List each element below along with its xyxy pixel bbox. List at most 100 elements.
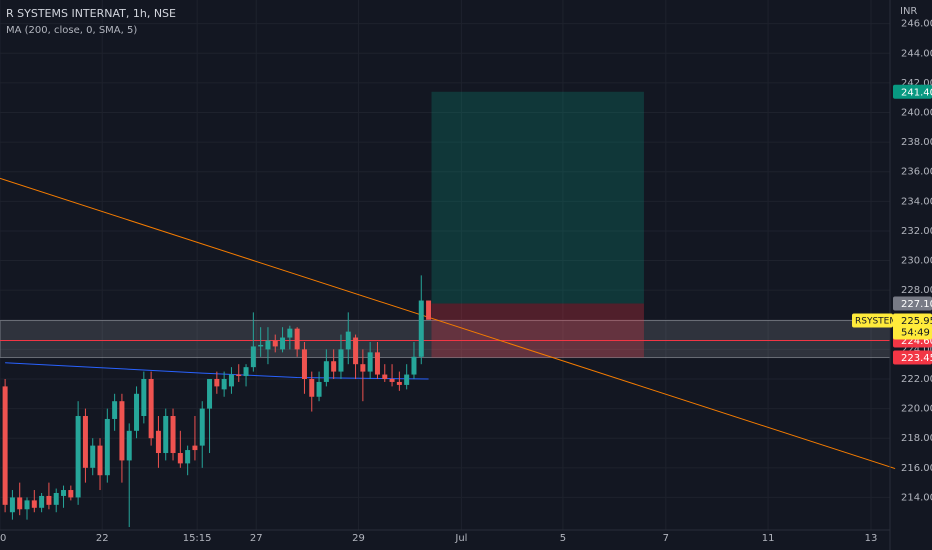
y-tick-label: 236.00: [901, 167, 932, 178]
candle-body: [338, 349, 344, 372]
candle-body: [228, 374, 234, 387]
x-tick-label: 0: [0, 533, 6, 544]
candle-body: [199, 408, 205, 446]
y-tick-label: 244.00: [901, 48, 932, 59]
y-tick-label: 228.00: [901, 285, 932, 296]
position-stop: [431, 303, 644, 358]
candle-body: [367, 352, 373, 372]
candle-body: [396, 381, 402, 385]
indicator-legend: MA (200, close, 0, SMA, 5): [6, 25, 137, 36]
candle-body: [345, 331, 351, 350]
price-label: 227.10: [901, 299, 932, 310]
y-tick-label: 218.00: [901, 433, 932, 444]
candle-body: [104, 418, 110, 476]
candle-body: [323, 361, 329, 382]
y-tick-label: 238.00: [901, 137, 932, 148]
candle-body: [353, 337, 359, 365]
x-tick-label: 5: [560, 533, 566, 544]
candle-body: [112, 401, 118, 419]
candle-body: [17, 497, 23, 510]
candle-body: [426, 300, 432, 320]
candle-body: [170, 416, 176, 454]
candle-body: [331, 361, 337, 372]
zone: [0, 320, 891, 359]
candle-body: [389, 378, 395, 382]
candle-body: [9, 497, 15, 513]
candle-body: [185, 450, 191, 464]
candle-body: [141, 378, 147, 417]
countdown: 54:49: [901, 328, 930, 339]
candle-body: [177, 453, 183, 464]
candle-body: [374, 352, 380, 375]
candle-body: [280, 337, 286, 350]
candle-body: [61, 490, 67, 496]
candle-body: [134, 393, 140, 431]
candle-body: [163, 416, 169, 454]
candle-body: [24, 500, 30, 510]
candle-body: [265, 340, 271, 350]
candle-body: [236, 374, 242, 377]
candle-body: [31, 500, 37, 508]
candle-body: [243, 367, 249, 377]
x-tick-label: 27: [250, 533, 263, 544]
candle-body: [309, 378, 315, 397]
candle-body: [411, 356, 417, 375]
y-tick-label: 242.00: [901, 78, 932, 89]
candle-body: [126, 430, 132, 461]
candle-body: [287, 328, 293, 338]
candle-body: [46, 495, 52, 505]
price-label-box: [893, 350, 932, 365]
y-tick-label: 234.00: [901, 196, 932, 207]
chart-title: R SYSTEMS INTERNAT, 1h, NSE: [6, 7, 176, 20]
candle-body: [272, 340, 278, 347]
candle-body: [294, 328, 300, 350]
currency: INR: [900, 6, 917, 17]
candle-body: [250, 346, 256, 368]
candle-body: [360, 364, 366, 372]
x-tick-label: 7: [663, 533, 669, 544]
candle-body: [68, 490, 74, 498]
x-tick-label: 13: [865, 533, 878, 544]
candle-body: [221, 378, 227, 390]
candle-body: [82, 416, 88, 468]
y-tick-label: 224.00: [901, 344, 932, 355]
candle-body: [258, 344, 264, 347]
candle-body: [301, 349, 307, 379]
candle-body: [404, 374, 410, 385]
last-price: 225.95: [901, 316, 932, 327]
candle-body: [75, 416, 81, 498]
y-tick-label: 220.00: [901, 404, 932, 415]
candle-body: [192, 445, 198, 451]
y-tick-label: 222.00: [901, 374, 932, 385]
last-price-box: [893, 313, 932, 340]
candle-body: [418, 300, 424, 357]
price-label: 223.45: [901, 353, 932, 364]
price-label: 224.60: [901, 336, 932, 347]
y-tick-label: 240.00: [901, 108, 932, 119]
candle-body: [39, 495, 45, 508]
candle-body: [155, 430, 161, 454]
x-tick-label: 15:15: [183, 533, 212, 544]
y-tick-label: 246.00: [901, 19, 932, 30]
candle-body: [2, 386, 8, 505]
y-tick-label: 230.00: [901, 256, 932, 267]
symbol-box: [852, 313, 893, 328]
candle-body: [382, 374, 388, 379]
x-tick-label: 22: [96, 533, 109, 544]
plot: [0, 0, 896, 530]
trend-line: [0, 177, 896, 470]
price-label-box: [893, 84, 932, 99]
candle-body: [316, 381, 322, 397]
x-tick-label: 29: [352, 533, 365, 544]
candle-body: [214, 378, 220, 387]
y-tick-label: 216.00: [901, 463, 932, 474]
candle-body: [53, 492, 59, 505]
price-label: 241.40: [901, 87, 932, 98]
y-tick-label: 232.00: [901, 226, 932, 237]
price-label-box: [893, 296, 932, 311]
candle-body: [119, 401, 125, 461]
candle-body: [90, 445, 96, 468]
y-tick-label: 214.00: [901, 492, 932, 503]
